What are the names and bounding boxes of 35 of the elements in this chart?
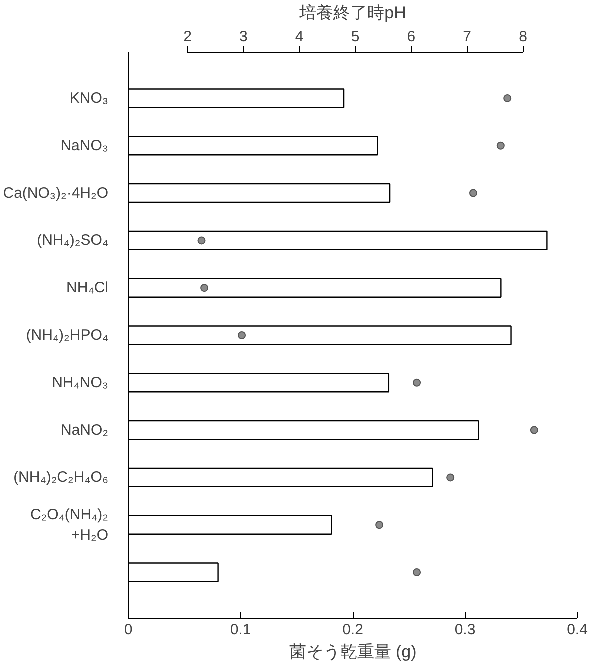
x-tick-label: 0.4 [567,622,588,638]
x2-tick-label: 8 [519,28,528,46]
point [446,474,455,482]
y-tick-label: (NH₄)₂SO₄ [37,232,109,250]
point [413,568,422,577]
x2-tick-label: 4 [295,28,304,46]
point [504,94,512,102]
y-tick-label: (NH₄)₂C₂H₄O₆ [14,469,109,486]
y-tick-label: NaNO₃ [60,137,109,154]
point [238,332,246,340]
point [200,284,209,292]
x2-tick-label: 5 [351,28,360,46]
y-tick-label: C₂O₄(NH₄)₂ +H₂O [30,506,109,544]
y-tick-label: Ca(NO₃)₂·4H₂O [3,184,109,202]
x2-tick-label: 7 [463,28,472,46]
point [198,236,206,245]
x-tick-label: 0 [124,622,133,638]
x-tick-label: 0.3 [454,622,476,638]
x-axis-title: 菌そう乾重量 (g) [289,642,417,662]
y-tick-label: NaNO₂ [61,422,109,439]
x2-tick-label: 2 [184,28,192,46]
point [413,378,422,387]
point [530,426,538,434]
point [469,189,478,198]
x-tick-label: 0.1 [230,622,252,638]
x-tick-label: 0.2 [342,622,364,638]
x2-axis-title: 培養終了時pH [298,4,406,22]
point [496,142,505,150]
y-tick-label: NH₄Cl [66,280,108,297]
point [376,521,384,530]
x2-tick-label: 6 [407,28,416,46]
y-tick-label: NH₄NO₃ [52,374,109,392]
y-tick-label: (NH₄)₂HPO₄ [26,327,109,344]
x2-tick-label: 3 [240,28,248,46]
y-tick-label: KNO₃ [70,90,109,107]
